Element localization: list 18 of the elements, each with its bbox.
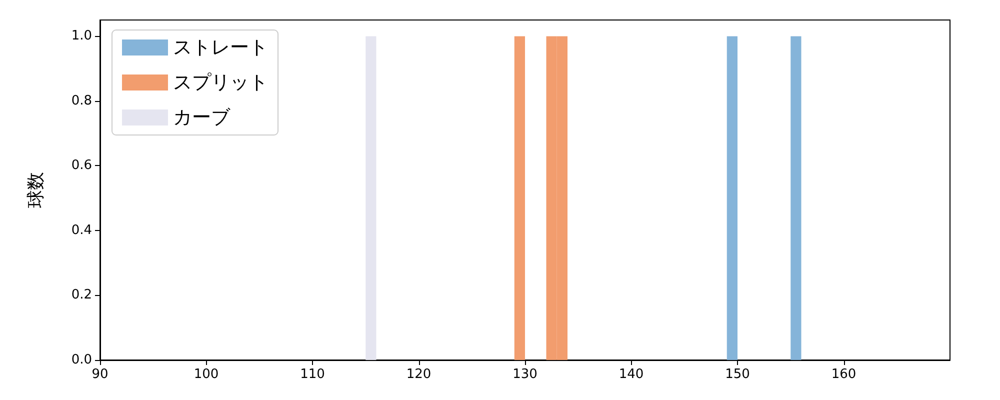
y-tick-label: 0.4 bbox=[71, 222, 92, 238]
x-tick-label: 100 bbox=[194, 367, 219, 382]
legend-label: ストレート bbox=[173, 36, 268, 58]
y-tick-label: 0.6 bbox=[71, 158, 92, 174]
y-tick-label: 1.0 bbox=[71, 28, 92, 44]
x-tick-label: 90 bbox=[92, 367, 108, 382]
legend-label: スプリット bbox=[173, 72, 268, 94]
y-tick-label: 0.2 bbox=[71, 288, 92, 303]
y-tick-label: 0.8 bbox=[71, 93, 92, 108]
x-tick-label: 110 bbox=[300, 367, 325, 382]
y-tick-label: 0.0 bbox=[71, 352, 92, 368]
x-tick-label: 160 bbox=[831, 367, 856, 382]
x-tick-label: 130 bbox=[512, 367, 538, 382]
x-tick-label: 150 bbox=[725, 367, 750, 382]
y-axis-title: 球数 bbox=[26, 172, 46, 208]
x-tick-label: 140 bbox=[618, 367, 644, 382]
x-tick-label: 120 bbox=[406, 367, 432, 382]
legend-label: カーブ bbox=[173, 106, 231, 128]
